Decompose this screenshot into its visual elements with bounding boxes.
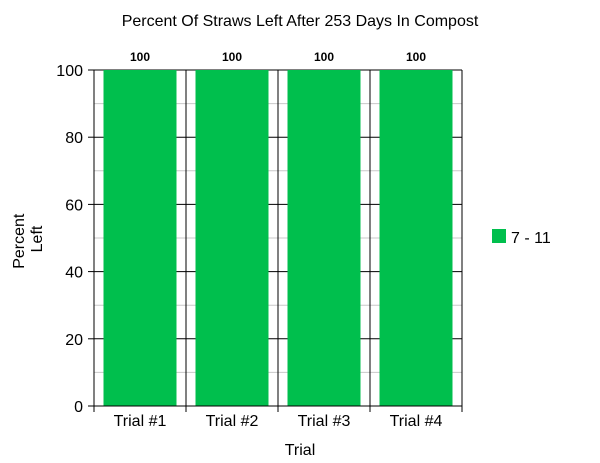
y-tick-label: 40 [65, 265, 83, 282]
data-label-1: 100 [130, 50, 150, 64]
legend-label: 7 - 11 [511, 230, 551, 247]
legend: 7 - 11 [492, 229, 551, 247]
x-tick-label-4: Trial #4 [390, 413, 443, 430]
y-tick-label: 100 [56, 63, 83, 80]
chart-title: Percent Of Straws Left After 253 Days In… [122, 13, 479, 30]
data-label-3: 100 [314, 50, 334, 64]
x-tick-labels: Trial #1 Trial #2 Trial #3 Trial #4 [114, 413, 443, 430]
y-axis-label-line-1: Percent [11, 213, 28, 269]
y-axis-label: Percent Left [11, 209, 46, 269]
legend-swatch [492, 229, 506, 243]
x-tick-label-3: Trial #3 [298, 413, 351, 430]
bar-4 [379, 70, 453, 406]
axes [88, 70, 463, 412]
data-label-2: 100 [222, 50, 242, 64]
y-tick-label: 80 [65, 130, 83, 147]
data-label-4: 100 [406, 50, 426, 64]
x-tick-label-2: Trial #2 [206, 413, 259, 430]
y-axis-label-line-2: Left [29, 225, 46, 252]
y-tick-label: 60 [65, 197, 83, 214]
bar-1 [103, 70, 177, 406]
x-axis-label: Trial [285, 442, 316, 459]
y-tick-label: 0 [74, 399, 83, 416]
data-labels: 100 100 100 100 [130, 50, 426, 64]
x-tick-label-1: Trial #1 [114, 413, 167, 430]
bars [103, 70, 453, 406]
y-tick-labels: 0 20 40 60 80 100 [56, 63, 94, 416]
bar-2 [195, 70, 269, 406]
y-tick-label: 20 [65, 332, 83, 349]
bar-3 [287, 70, 361, 406]
